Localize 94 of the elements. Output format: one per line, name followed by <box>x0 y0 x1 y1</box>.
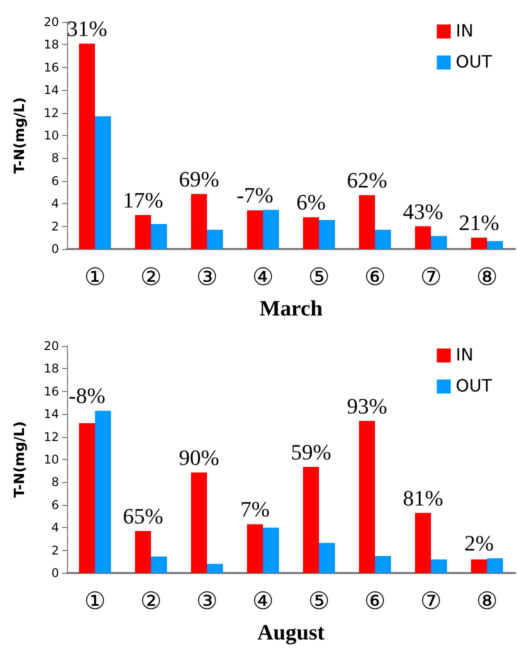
y-tick-label: 14 <box>44 407 59 422</box>
bar <box>471 238 487 249</box>
bar <box>95 116 111 249</box>
annotation: 31% <box>66 16 108 42</box>
bar <box>191 472 207 573</box>
x-axis-title: August <box>257 620 326 644</box>
annotation: 6% <box>296 190 326 215</box>
bar <box>263 528 279 573</box>
x-tick-label: ③ <box>196 587 218 615</box>
y-tick-label: 8 <box>51 151 59 166</box>
x-tick-label: ⑦ <box>420 263 442 291</box>
bar <box>263 210 279 249</box>
legend-label: OUT <box>456 52 493 72</box>
x-tick-label: ⑤ <box>308 587 330 615</box>
bar <box>431 559 447 573</box>
x-tick-label: ① <box>84 263 106 291</box>
bar <box>319 220 335 249</box>
bar <box>303 466 319 573</box>
bar <box>359 195 375 249</box>
annotation: 7% <box>240 496 270 522</box>
x-tick-label: ⑦ <box>420 587 442 615</box>
y-tick-label: 10 <box>44 452 59 466</box>
x-tick-label: ③ <box>196 263 218 291</box>
x-tick-label: ④ <box>252 263 274 291</box>
bar <box>431 236 447 249</box>
bar <box>375 230 391 249</box>
bar <box>415 226 431 249</box>
y-axis-title: T-N(mg/L) <box>12 97 28 174</box>
bar <box>415 512 431 573</box>
x-tick-label: ⑥ <box>364 263 386 291</box>
y-tick-label: 18 <box>44 38 59 52</box>
bar <box>151 556 167 573</box>
x-tick-label: ④ <box>252 587 274 615</box>
y-tick-label: 2 <box>51 219 59 234</box>
y-tick-label: 12 <box>44 106 59 120</box>
y-tick-label: 16 <box>44 384 59 398</box>
bar <box>319 542 335 573</box>
annotation: 69% <box>178 166 220 192</box>
x-tick-label: ⑤ <box>308 263 330 291</box>
annotation: -8% <box>68 383 106 408</box>
annotation: 62% <box>346 168 388 193</box>
bar <box>207 564 223 573</box>
y-tick-label: 2 <box>51 543 59 558</box>
y-tick-label: 20 <box>44 339 59 353</box>
bar <box>359 420 375 573</box>
bar <box>135 531 151 573</box>
x-tick-label: ② <box>140 263 162 291</box>
bar <box>247 524 263 573</box>
annotation: 90% <box>178 445 220 470</box>
legend-label: OUT <box>456 376 493 396</box>
y-tick-label: 8 <box>51 475 59 490</box>
x-tick-label: ② <box>140 587 162 615</box>
bar <box>79 44 95 249</box>
x-tick-label: ① <box>84 587 106 615</box>
annotation: 93% <box>346 393 388 418</box>
y-tick-label: 18 <box>44 362 59 376</box>
bar <box>471 559 487 573</box>
annotation: 2% <box>464 530 494 556</box>
annotation: 43% <box>402 198 444 224</box>
bar <box>487 241 503 249</box>
annotation: 59% <box>290 439 332 464</box>
y-tick-label: 4 <box>51 520 59 535</box>
bar <box>135 214 151 249</box>
legend-label: IN <box>456 22 474 42</box>
x-tick-label: ⑧ <box>476 263 498 291</box>
bar <box>151 224 167 249</box>
y-tick-label: 12 <box>44 430 59 444</box>
y-tick-label: 20 <box>44 15 59 29</box>
annotation: 17% <box>122 187 164 212</box>
bar <box>191 194 207 249</box>
legend-label: IN <box>456 346 474 366</box>
y-tick-label: 10 <box>44 128 59 142</box>
y-tick-label: 16 <box>44 60 59 74</box>
bar <box>375 556 391 573</box>
bar <box>207 230 223 249</box>
y-tick-label: 14 <box>44 83 59 98</box>
x-tick-label: ⑥ <box>364 587 386 615</box>
x-tick-label: ⑧ <box>476 587 498 615</box>
bar <box>95 410 111 573</box>
bar <box>79 423 95 573</box>
y-axis-title: T-N(mg/L) <box>12 421 28 498</box>
bar <box>303 217 319 249</box>
annotation: 65% <box>122 504 164 529</box>
annotation: 21% <box>458 210 500 236</box>
y-tick-label: 0 <box>51 242 59 256</box>
bar <box>487 558 503 573</box>
y-tick-label: 6 <box>51 174 59 188</box>
x-axis-title: March <box>259 296 323 320</box>
annotation: -7% <box>236 182 274 208</box>
y-tick-label: 6 <box>51 498 59 512</box>
annotation: 81% <box>402 485 444 510</box>
y-tick-label: 0 <box>51 566 59 580</box>
y-tick-label: 4 <box>51 196 59 211</box>
bar <box>247 210 263 249</box>
